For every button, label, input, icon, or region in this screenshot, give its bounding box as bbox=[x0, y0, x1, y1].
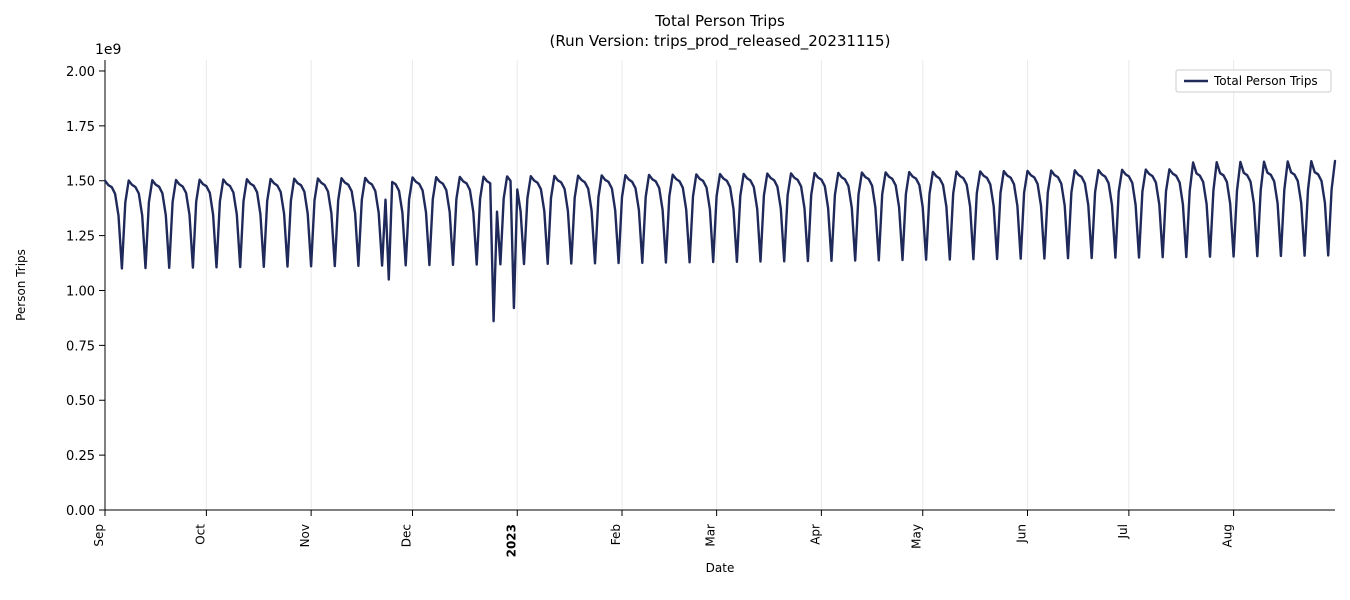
x-tick-label: Mar bbox=[704, 524, 718, 547]
x-tick-label: Feb bbox=[609, 524, 623, 545]
x-tick-label: 2023 bbox=[504, 524, 518, 557]
y-tick-label: 1.00 bbox=[66, 284, 95, 299]
x-axis-label: Date bbox=[706, 561, 735, 575]
y-tick-label: 0.00 bbox=[66, 504, 95, 519]
y-tick-label: 1.25 bbox=[66, 230, 95, 245]
y-tick-label: 0.25 bbox=[66, 449, 95, 464]
chart-container: Total Person Trips (Run Version: trips_pr… bbox=[0, 0, 1350, 600]
y-tick-label: 0.75 bbox=[66, 339, 95, 354]
x-tick-label: Jul bbox=[1116, 524, 1130, 539]
y-tick-label: 1.50 bbox=[66, 175, 95, 190]
x-tick-label: Nov bbox=[298, 524, 312, 547]
x-tick-label: Aug bbox=[1221, 524, 1235, 547]
chart-title: Total Person Trips bbox=[654, 12, 785, 30]
chart-svg: Total Person Trips (Run Version: trips_pr… bbox=[0, 0, 1350, 600]
x-tick-label: Sep bbox=[92, 524, 106, 547]
y-exponent-label: 1e9 bbox=[95, 42, 121, 58]
x-tick-label: May bbox=[910, 524, 924, 549]
chart-subtitle: (Run Version: trips_prod_released_202311… bbox=[550, 32, 891, 51]
x-tick-label: Apr bbox=[808, 524, 822, 545]
legend-label: Total Person Trips bbox=[1213, 74, 1318, 88]
x-tick-label: Dec bbox=[400, 524, 414, 547]
y-tick-label: 2.00 bbox=[66, 65, 95, 80]
y-tick-label: 1.75 bbox=[66, 120, 95, 135]
y-axis-label: Person Trips bbox=[14, 249, 28, 321]
x-tick-label: Jun bbox=[1015, 524, 1029, 544]
y-tick-label: 0.50 bbox=[66, 394, 95, 409]
x-tick-label: Oct bbox=[193, 524, 207, 545]
